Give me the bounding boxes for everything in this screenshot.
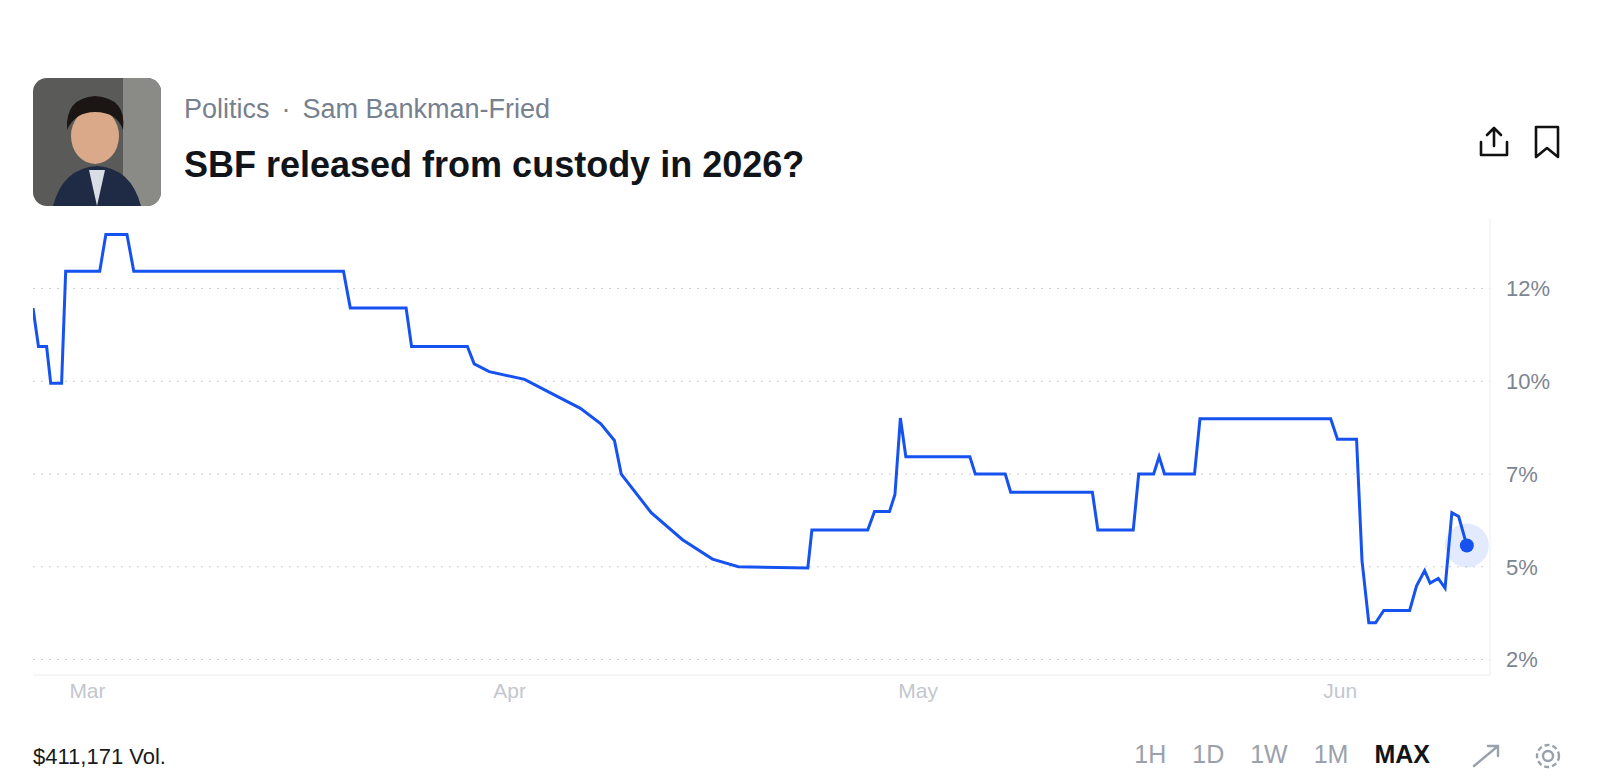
html-text:Politics: Politics xyxy=(184,94,270,124)
html-text:1W: 1W xyxy=(1250,740,1288,768)
html-text:Sam Bankman-Fried: Sam Bankman-Fried xyxy=(302,94,551,124)
svg-text:2%: 2% xyxy=(1506,647,1538,672)
svg-text:12%: 12% xyxy=(1506,276,1550,301)
html-text:SBF released from custody in 2: SBF released from custody in 2026? xyxy=(184,144,805,185)
svg-text:Jun: Jun xyxy=(1323,679,1357,702)
html-text:1D: 1D xyxy=(1192,740,1225,768)
svg-text:Mar: Mar xyxy=(69,679,105,702)
svg-text:10%: 10% xyxy=(1506,369,1550,394)
html-text:MAX: MAX xyxy=(1374,740,1430,768)
html-text:$411,171 Vol.: $411,171 Vol. xyxy=(33,744,166,769)
svg-text:7%: 7% xyxy=(1506,462,1538,487)
svg-text:Apr: Apr xyxy=(493,679,526,702)
svg-text:May: May xyxy=(898,679,938,702)
svg-text:5%: 5% xyxy=(1506,555,1538,580)
html-text:1M: 1M xyxy=(1313,740,1349,768)
html-text:1H: 1H xyxy=(1134,740,1167,768)
